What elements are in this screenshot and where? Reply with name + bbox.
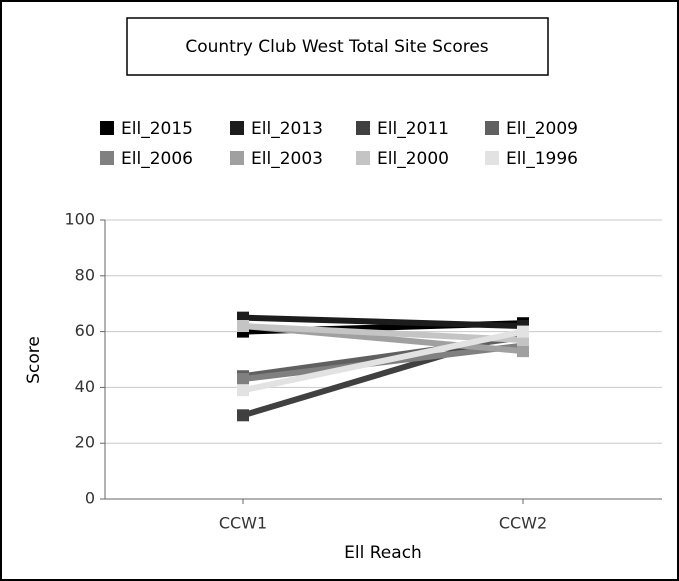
y-tick-label: 40: [75, 377, 95, 396]
legend-swatch: [356, 151, 370, 165]
title-box: [126, 17, 549, 76]
point: [237, 409, 249, 422]
y-tick-label: 80: [75, 265, 95, 284]
point: [517, 345, 529, 358]
legend-label: Ell_2000: [377, 149, 449, 169]
point: [237, 320, 249, 333]
legend-label: Ell_2009: [506, 119, 578, 139]
y-tick-label: 20: [75, 433, 95, 452]
legend-label: Ell_2011: [377, 119, 449, 139]
x-axis-label: Ell Reach: [344, 543, 422, 563]
legend-label: Ell_2013: [251, 119, 323, 139]
x-tick-label: CCW1: [219, 514, 267, 533]
y-tick-label: 60: [75, 321, 95, 340]
legend-label: Ell_2006: [121, 149, 193, 169]
legend-label: Ell_2015: [121, 119, 193, 139]
point: [237, 384, 249, 397]
y-tick-label: 0: [85, 489, 95, 508]
legend-swatch: [485, 151, 499, 165]
series-line: [242, 328, 524, 394]
series-line: [242, 323, 524, 343]
series-line: [242, 314, 524, 330]
legend-swatch: [485, 121, 499, 135]
legend-swatch: [100, 121, 114, 135]
legend-swatch: [230, 151, 244, 165]
point: [237, 373, 249, 386]
point: [517, 325, 529, 338]
legend-swatch: [356, 121, 370, 135]
legend-label: Ell_2003: [251, 149, 323, 169]
legend-label: Ell_1996: [506, 149, 578, 169]
x-tick-label: CCW2: [499, 514, 547, 533]
legend-swatch: [230, 121, 244, 135]
y-axis-label: Score: [24, 336, 44, 384]
y-tick-label: 100: [64, 210, 95, 229]
legend-swatch: [100, 151, 114, 165]
chart-title: Country Club West Total Site Scores: [185, 37, 488, 57]
